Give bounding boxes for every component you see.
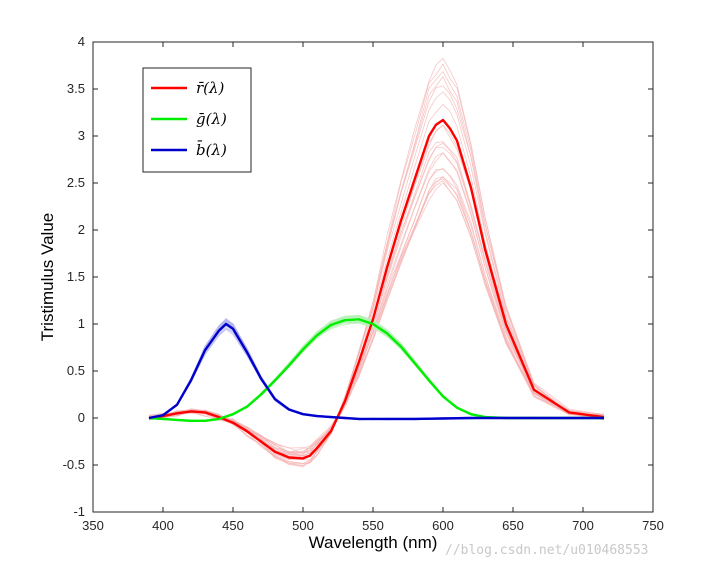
x-tick-label: 500 (292, 518, 314, 533)
observer-curve (148, 180, 605, 453)
x-tick-label: 350 (82, 518, 104, 533)
x-axis-label: Wavelength (nm) (309, 533, 438, 552)
legend-label: r̄(λ) (196, 79, 225, 97)
legend-label: ḡ(λ) (196, 110, 227, 128)
y-tick-label: 1 (78, 316, 85, 331)
y-tick-label: 3 (78, 128, 85, 143)
x-tick-label: 400 (152, 518, 174, 533)
y-tick-label: -1 (73, 504, 85, 519)
y-axis: -1 -0.5 0 0.5 1 1.5 2 2.5 3 3.5 4 (63, 34, 653, 519)
y-tick-label: 2.5 (67, 175, 85, 190)
x-axis: 350 400 450 500 550 600 650 700 750 (82, 42, 664, 533)
series-lines (148, 118, 605, 460)
x-tick-label: 700 (572, 518, 594, 533)
x-tick-label: 750 (642, 518, 664, 533)
y-tick-label: 4 (78, 34, 85, 49)
y-tick-label: 0.5 (67, 363, 85, 378)
watermark: //blog.csdn.net/u010468553 (445, 543, 649, 558)
y-tick-label: -0.5 (63, 457, 85, 472)
series-line-1 (148, 318, 604, 422)
y-axis-label: Tristimulus Value (38, 213, 57, 341)
y-tick-label: 1.5 (67, 269, 85, 284)
y-tick-label: 2 (78, 222, 85, 237)
series-line-2 (148, 322, 604, 421)
x-tick-label: 550 (362, 518, 384, 533)
x-tick-label: 650 (502, 518, 524, 533)
x-tick-label: 600 (432, 518, 454, 533)
x-tick-label: 450 (222, 518, 244, 533)
y-tick-label: 0 (78, 410, 85, 425)
observer-curve (148, 169, 605, 456)
legend-label: b̄(λ) (196, 141, 227, 159)
y-tick-label: 3.5 (67, 81, 85, 96)
legend: r̄(λ) ḡ(λ) b̄(λ) (142, 67, 252, 173)
